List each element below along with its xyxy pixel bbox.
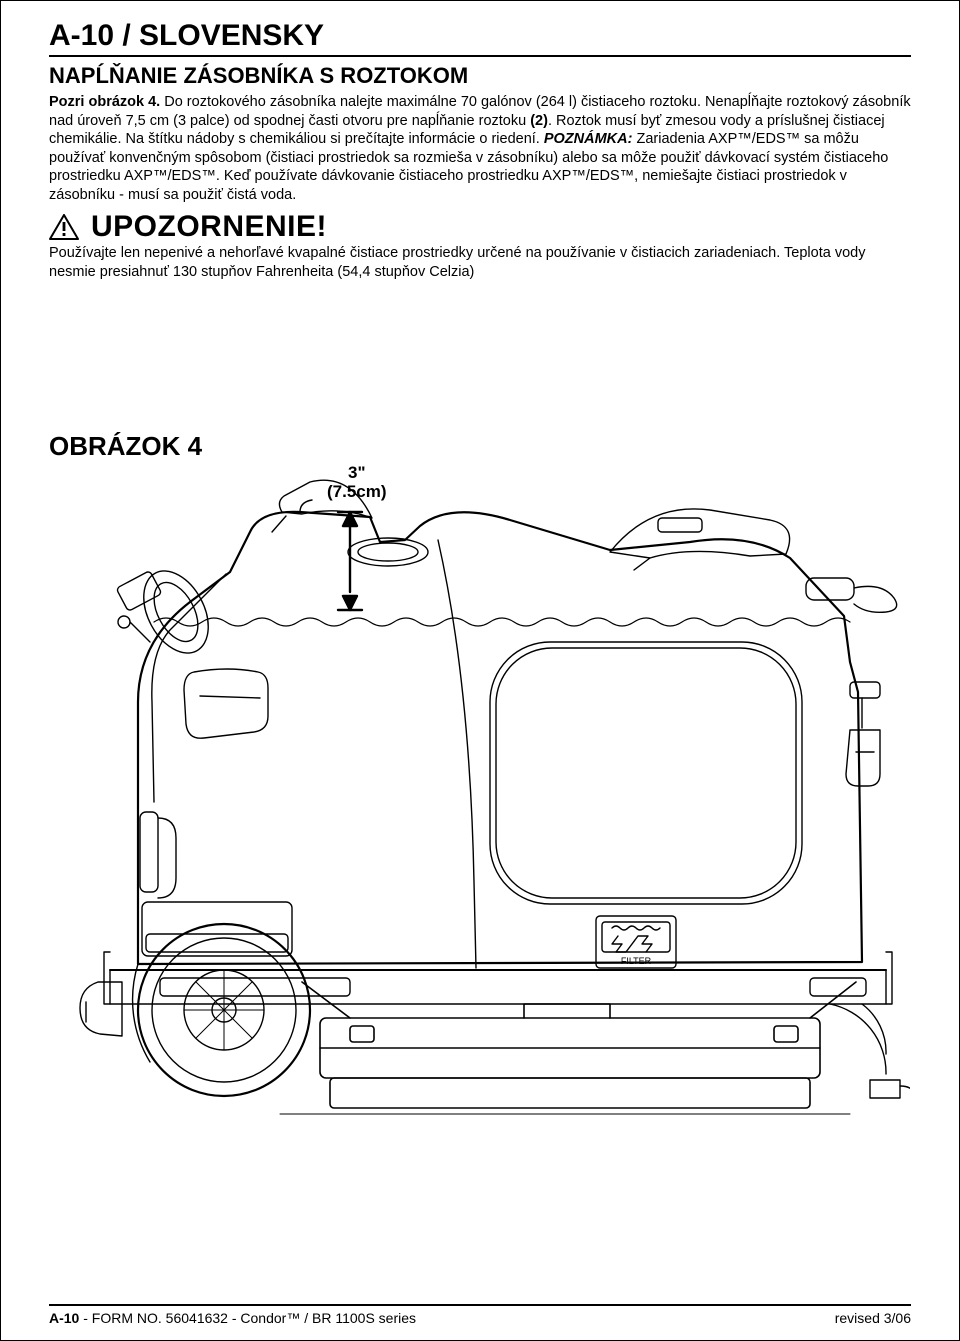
footer-page-ref: A-10: [49, 1310, 79, 1326]
filter-panel: FILTER: [596, 916, 676, 968]
page: A-10 / SLOVENSKY NAPĹŇANIE ZÁSOBNÍKA S R…: [0, 0, 960, 1341]
rear-cap: [806, 578, 897, 612]
warning-body: Používajte len nepenivé a nehorľavé kvap…: [49, 244, 911, 281]
water-line: [154, 618, 850, 626]
rear-latch: [846, 682, 880, 786]
footer-left-rest: - FORM NO. 56041632 - Condor™ / BR 1100S…: [79, 1310, 416, 1326]
warning-title: UPOZORNENIE!: [91, 210, 327, 244]
seat: [184, 669, 268, 738]
warning-heading: UPOZORNENIE!: [49, 210, 911, 244]
squeegee-tail: [870, 1080, 910, 1098]
machine-diagram: FILTER: [50, 462, 910, 1142]
filter-label: FILTER: [621, 956, 652, 966]
note-label: POZNÁMKA:: [544, 131, 633, 147]
footer: A-10 - FORM NO. 56041632 - Condor™ / BR …: [49, 1304, 911, 1326]
scrub-deck: [302, 982, 856, 1108]
tank-split: [438, 540, 476, 968]
figure-title: OBRÁZOK 4: [49, 431, 911, 462]
figure-area: 3" (7.5cm): [49, 462, 911, 1142]
rear-wheel: [830, 1004, 886, 1074]
handle: [140, 812, 176, 898]
section-title: NAPĹŇANIE ZÁSOBNÍKA S ROZTOKOM: [49, 63, 911, 89]
footer-left: A-10 - FORM NO. 56041632 - Condor™ / BR …: [49, 1310, 416, 1326]
side-panel: FILTER: [490, 642, 802, 968]
page-header: A-10 / SLOVENSKY: [49, 19, 911, 57]
footer-right: revised 3/06: [835, 1310, 911, 1326]
rear-lid: [610, 509, 790, 570]
steering-column: [116, 560, 226, 802]
front-wheel: [133, 924, 310, 1096]
chassis-slot: [160, 978, 350, 996]
fill-level-line1: 3": [327, 464, 387, 483]
fill-level-line2: (7.5cm): [327, 483, 387, 502]
instruction-label: Pozri obrázok 4.: [49, 94, 160, 110]
warning-icon: [49, 214, 79, 240]
chassis-slot: [810, 978, 866, 996]
front-bumper: [80, 982, 122, 1036]
fill-level-label: 3" (7.5cm): [327, 464, 387, 501]
body-paragraph: Pozri obrázok 4. Do roztokového zásobník…: [49, 93, 911, 204]
ref-2: (2): [530, 113, 548, 129]
